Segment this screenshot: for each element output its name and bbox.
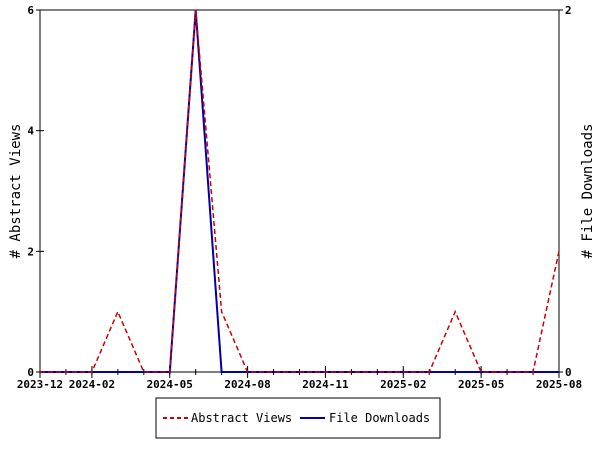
- y-axis-right-tick-label: 0: [565, 366, 572, 379]
- series-line-abstract-views: [40, 9, 560, 373]
- legend-label-abstract-views: Abstract Views: [191, 411, 292, 425]
- x-axis-tick-label: 2024-08: [224, 378, 270, 391]
- y-axis-right-tick-label: 2: [565, 4, 572, 17]
- legend: Abstract Views File Downloads: [155, 397, 441, 439]
- x-axis-tick-label: 2024-05: [147, 378, 193, 391]
- y-axis-left-tick-label: 6: [27, 4, 34, 17]
- x-axis-tick-label: 2025-05: [458, 378, 504, 391]
- y-axis-right-title: # File Downloads: [580, 124, 596, 259]
- x-axis-tick-label: 2025-08: [536, 378, 582, 391]
- legend-label-file-downloads: File Downloads: [329, 411, 430, 425]
- series-line-file-downloads: [40, 9, 559, 373]
- x-axis-tick-label: 2024-11: [302, 378, 349, 391]
- x-axis-tick-label: 2025-02: [380, 378, 426, 391]
- x-axis-tick-label: 2024-02: [69, 378, 115, 391]
- x-axis-tick-label: 2023-12: [17, 378, 63, 391]
- y-axis-left-tick-label: 4: [27, 125, 34, 138]
- y-axis-left-title: # Abstract Views: [8, 124, 24, 259]
- y-axis-left-tick-label: 2: [27, 245, 34, 258]
- legend-box: [155, 397, 441, 439]
- plot-area-frame: [39, 9, 560, 373]
- y-axis-left-tick-label: 0: [27, 366, 34, 379]
